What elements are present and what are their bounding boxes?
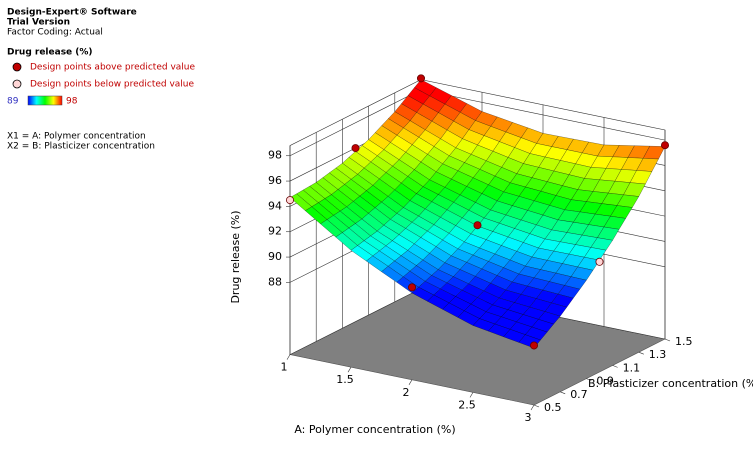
legend-marker [12, 62, 22, 72]
x-tick-label: 2 [403, 386, 410, 399]
design-point [407, 283, 416, 292]
colorbar-max: 98 [66, 97, 78, 107]
design-point [595, 257, 604, 266]
tick-mark [347, 367, 352, 373]
tick-mark [469, 392, 474, 398]
colorbar-min: 89 [7, 97, 19, 107]
design-point [285, 196, 294, 205]
legend-marker [12, 79, 22, 89]
x-axis-label: A: Polymer concentration (%) [294, 423, 455, 436]
design-point [661, 141, 670, 150]
z-tick-label: 88 [268, 275, 282, 288]
x-tick-label: 1 [281, 361, 288, 374]
tick-mark [533, 404, 540, 408]
tick-mark [530, 404, 535, 411]
tick-mark [612, 365, 618, 368]
tick-mark [286, 354, 291, 360]
y-axis-label: B: Plasticizer concentration (%) [588, 377, 753, 390]
tick-mark [560, 391, 566, 395]
colorbar [27, 95, 63, 106]
z-tick-label: 90 [268, 250, 282, 263]
legend-entry: Design points below predicted value [30, 80, 195, 90]
design-point [351, 144, 360, 153]
y-tick-label: 1.3 [649, 348, 667, 361]
z-tick-label: 96 [268, 174, 282, 187]
legend-title: Drug release (%) [7, 48, 93, 58]
x-tick-label: 3 [525, 411, 532, 424]
z-axis-label: Drug release (%) [229, 210, 242, 303]
tick-mark [586, 378, 592, 381]
design-point [473, 221, 482, 230]
y-tick-label: 0.9 [596, 375, 614, 388]
y-tick-label: 0.5 [544, 401, 562, 414]
software: Design-Expert® Software [7, 8, 137, 18]
tick-mark [408, 379, 413, 385]
tick-mark [664, 338, 671, 342]
x-tick-label: 1.5 [336, 373, 354, 386]
z-tick-label: 92 [268, 225, 282, 238]
factor-label: X1 = A: Polymer concentration [7, 132, 146, 142]
coding: Factor Coding: Actual [7, 28, 103, 38]
grid-line [289, 89, 422, 157]
tick-mark [638, 351, 644, 355]
factor-label: X2 = B: Plasticizer concentration [7, 142, 155, 152]
legend-entry: Design points above predicted value [30, 63, 195, 73]
z-tick-label: 98 [268, 149, 282, 162]
y-tick-label: 1.1 [623, 361, 641, 374]
z-tick-label: 94 [268, 199, 282, 212]
y-tick-label: 0.7 [570, 388, 588, 401]
design-point [530, 341, 539, 350]
x-tick-label: 2.5 [458, 398, 476, 411]
y-tick-label: 1.5 [675, 335, 693, 348]
version: Trial Version [7, 18, 70, 28]
design-point [416, 74, 425, 83]
